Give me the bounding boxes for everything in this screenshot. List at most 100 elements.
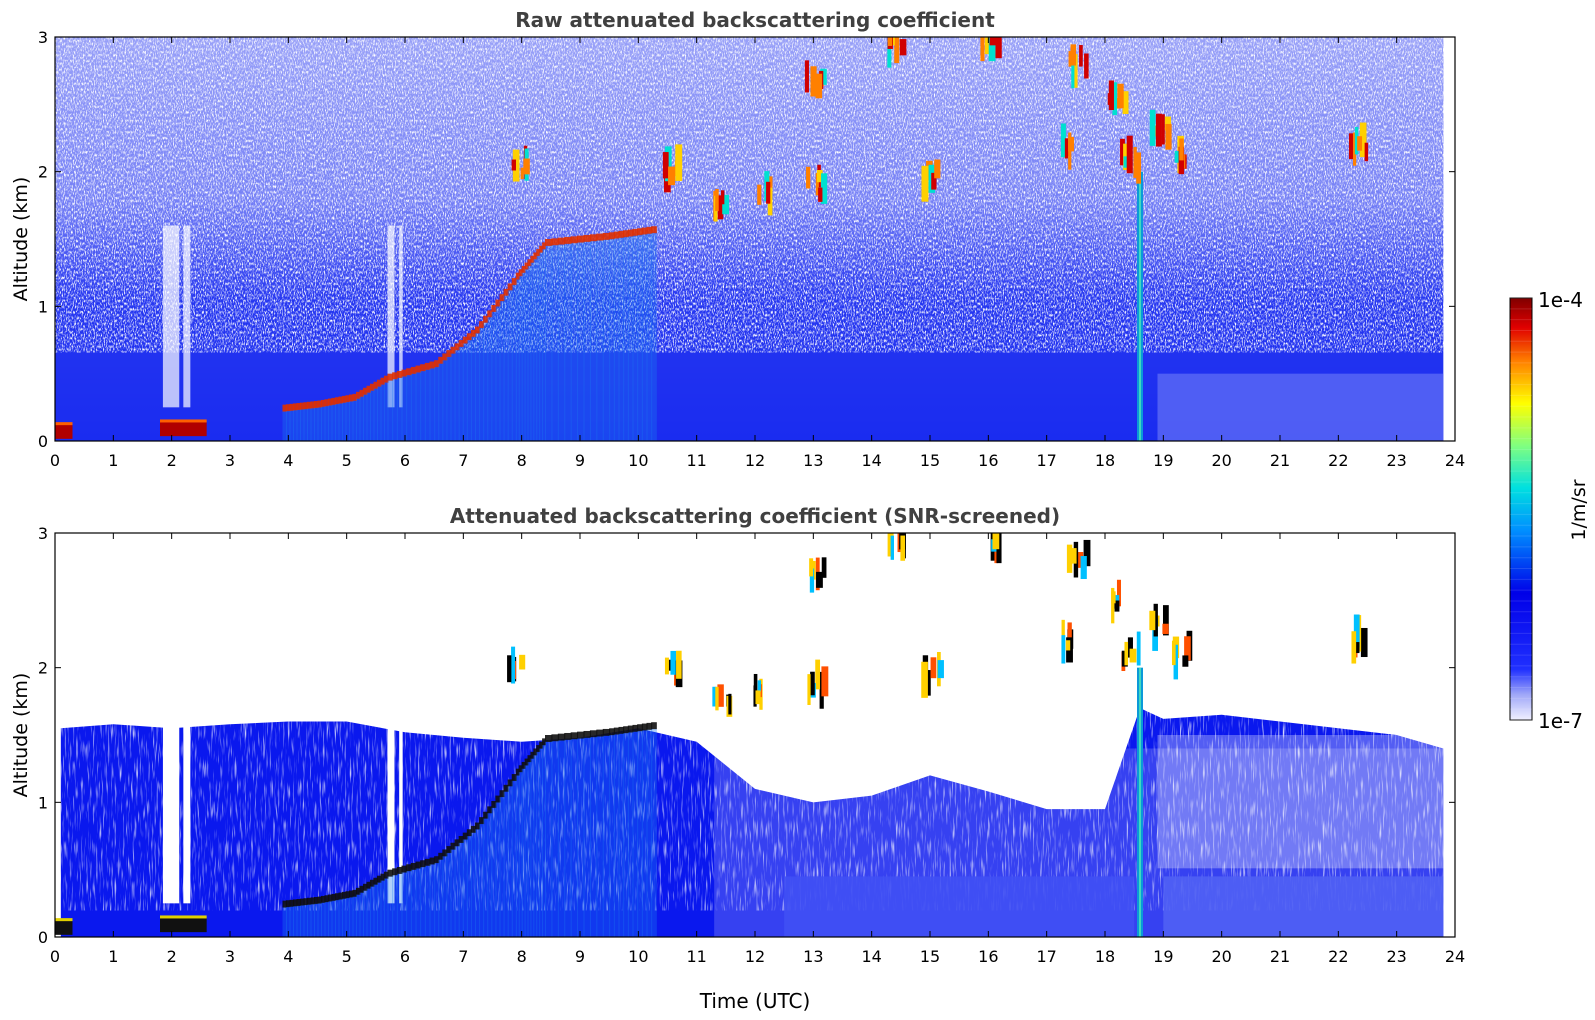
y-tick-label: 2 — [38, 163, 48, 182]
x-tick-label: 5 — [342, 451, 352, 470]
cloud-cell — [1129, 648, 1137, 663]
aerosol-column — [479, 823, 485, 937]
cloud-cell — [1079, 45, 1083, 67]
cloud-cell — [1164, 116, 1171, 131]
x-tick-label: 7 — [458, 947, 468, 966]
aerosol-column — [507, 786, 513, 937]
cloud-cell — [1353, 614, 1360, 648]
aerosol-layer-cell — [651, 226, 657, 234]
cloud-cell — [807, 674, 811, 705]
aerosol-column — [479, 327, 485, 441]
aerosol-column — [641, 730, 648, 937]
aerosol-layer-cell — [307, 897, 312, 905]
aerosol-layer-cell — [618, 230, 625, 238]
cloud-cell — [676, 650, 682, 679]
aerosol-layer-cell — [491, 304, 497, 312]
clear-gap — [183, 721, 191, 904]
x-tick-label: 18 — [1095, 947, 1115, 966]
noise-speckle — [55, 37, 1444, 353]
aerosol-column — [321, 406, 326, 441]
x-tick-label: 14 — [861, 451, 881, 470]
x-tick-label: 6 — [400, 451, 410, 470]
aerosol-column — [342, 402, 347, 441]
x-tick-label: 19 — [1153, 451, 1173, 470]
cloud-cell — [1124, 641, 1129, 666]
clear-gap — [183, 225, 191, 408]
aerosol-column — [651, 728, 657, 937]
cloud-cell — [804, 60, 809, 93]
y-tick-label: 2 — [38, 659, 48, 678]
aerosol-column — [623, 236, 629, 441]
aerosol-layer-cell — [570, 236, 579, 244]
cloud-cell — [930, 657, 937, 679]
aerosol-layer-cell — [524, 758, 529, 766]
aerosol-layer-cell — [349, 394, 354, 402]
cloud-cell — [712, 686, 717, 707]
aerosol-layer-cell — [641, 227, 648, 235]
aerosol-layer-cell — [641, 723, 648, 731]
aerosol-column — [392, 379, 398, 441]
aerosol-layer-cell — [613, 231, 620, 239]
aerosol-column — [349, 897, 354, 937]
cloud-cell — [887, 37, 893, 46]
aerosol-column — [521, 272, 526, 441]
aerosol-column — [542, 249, 546, 441]
cloud-cell — [1068, 136, 1075, 152]
aerosol-column — [545, 741, 553, 937]
aerosol-layer-cell — [446, 846, 452, 854]
cloud-cell — [519, 654, 526, 670]
cloud-cell — [1083, 539, 1091, 567]
aerosol-column — [324, 901, 329, 937]
aerosol-column — [524, 269, 529, 441]
aerosol-column — [345, 897, 350, 937]
x-tick-label: 5 — [342, 947, 352, 966]
x-tick-label: 20 — [1211, 947, 1231, 966]
cloud-cell — [1111, 587, 1115, 624]
cloud-cell — [988, 37, 996, 62]
aerosol-layer-cell — [589, 234, 598, 242]
aerosol-column — [359, 396, 364, 441]
cloud-cell — [887, 533, 894, 557]
aerosol-column — [618, 733, 625, 937]
aerosol-column — [410, 373, 417, 441]
aerosol-layer-cell — [470, 825, 476, 833]
aerosol-column — [420, 866, 426, 937]
x-tick-label: 21 — [1270, 451, 1290, 470]
aerosol-layer-cell — [363, 387, 368, 395]
cloud-cell — [1070, 44, 1077, 66]
aerosol-layer-cell — [438, 356, 444, 364]
cloud-cell — [821, 173, 828, 204]
x-tick-label: 21 — [1270, 947, 1290, 966]
cloud-cell — [511, 646, 516, 684]
aerosol-column — [462, 343, 468, 441]
x-tick-label: 17 — [1036, 947, 1056, 966]
aerosol-layer-cell — [370, 879, 375, 887]
aerosol-layer-cell — [387, 373, 394, 381]
aerosol-column — [530, 758, 535, 937]
cloud-cell — [1364, 142, 1369, 162]
aerosol-layer-cell — [401, 369, 408, 377]
cloud-cell — [1171, 640, 1176, 666]
aerosol-column — [321, 902, 326, 937]
aerosol-layer-cell — [583, 730, 591, 738]
aerosol-column — [370, 886, 375, 937]
cloud-cell — [810, 66, 817, 97]
x-tick-label: 12 — [745, 947, 765, 966]
aerosol-column — [373, 884, 378, 937]
aerosol-column — [424, 369, 431, 441]
aerosol-column — [342, 898, 347, 937]
rain-column-core — [1139, 667, 1141, 937]
aerosol-column — [335, 899, 340, 937]
cloud-cell — [937, 660, 944, 679]
aerosol-layer-cell — [450, 346, 456, 354]
aerosol-layer-cell — [429, 361, 436, 369]
cloud-cell — [1064, 138, 1069, 159]
aerosol-layer-cell — [303, 898, 308, 906]
cloud-cell — [820, 68, 827, 85]
cloud-cell — [816, 170, 823, 183]
cloud-cell — [1114, 600, 1120, 612]
cloud-cell — [1354, 126, 1359, 155]
cloud-cell — [511, 159, 516, 171]
aerosol-column — [300, 905, 305, 937]
cloud-cell — [810, 671, 815, 696]
